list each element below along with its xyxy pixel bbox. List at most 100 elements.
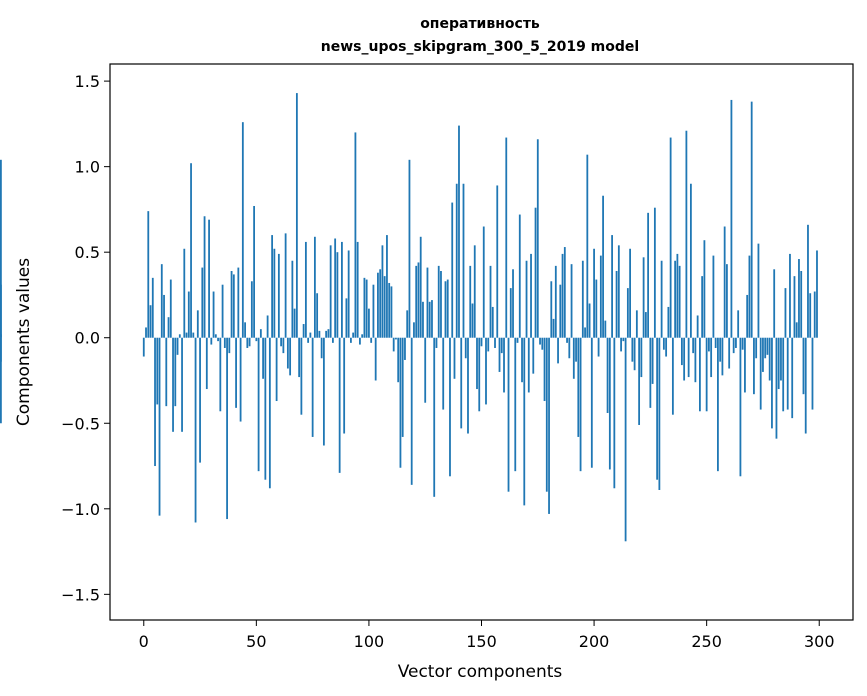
bar <box>563 247 566 338</box>
bar <box>775 337 778 439</box>
bar <box>300 337 303 415</box>
bar <box>602 195 604 338</box>
x-tick-label: 100 <box>354 632 385 651</box>
bar <box>435 337 438 348</box>
y-axis-ticks: 1.5 1.0 0.5 0.0 −0.5 −1.0 −1.5 <box>61 72 110 604</box>
bar <box>167 317 170 338</box>
bar <box>356 241 359 338</box>
bar <box>660 260 663 338</box>
bar <box>644 312 647 338</box>
bar <box>710 337 713 378</box>
bar <box>221 284 224 338</box>
bar <box>156 337 159 405</box>
bar <box>232 274 235 338</box>
bar <box>462 183 465 338</box>
bar <box>0 284 2 338</box>
y-tick-label: 0.0 <box>75 329 100 348</box>
bar <box>277 253 280 338</box>
bar <box>257 337 260 472</box>
bar <box>444 281 447 338</box>
bar <box>766 337 769 355</box>
bar <box>759 337 762 410</box>
bar <box>235 337 237 408</box>
bar <box>737 310 740 338</box>
bar <box>183 248 186 338</box>
bar <box>491 306 494 338</box>
bar <box>545 337 548 492</box>
bar <box>559 284 562 338</box>
bar <box>320 337 323 359</box>
bar <box>239 337 242 422</box>
bar <box>406 310 409 338</box>
bar <box>768 337 771 381</box>
bar <box>302 324 305 338</box>
bar <box>613 337 616 489</box>
bar <box>404 337 406 360</box>
bar <box>212 291 215 338</box>
bar <box>266 315 269 338</box>
x-tick-label: 200 <box>579 632 610 651</box>
bar <box>795 322 798 338</box>
bar <box>667 306 670 338</box>
bar <box>388 282 391 338</box>
bar <box>437 265 440 338</box>
bar <box>428 301 431 338</box>
bar <box>692 337 695 354</box>
bar <box>338 337 341 473</box>
bar <box>246 337 249 348</box>
bar <box>505 137 508 338</box>
bar <box>685 130 688 338</box>
bar <box>244 322 246 338</box>
bar <box>762 337 764 372</box>
bar <box>271 235 274 338</box>
bar <box>597 337 600 357</box>
bar <box>453 337 456 379</box>
bar <box>804 337 807 434</box>
bar <box>518 214 521 338</box>
bar <box>408 159 411 338</box>
bar <box>548 337 550 514</box>
bar <box>532 337 535 374</box>
bar <box>590 337 593 468</box>
bar <box>307 337 310 343</box>
bar <box>410 337 413 485</box>
bar <box>178 334 181 338</box>
bar <box>226 337 228 520</box>
bar <box>359 337 361 345</box>
bar <box>651 337 654 384</box>
bar <box>773 269 776 338</box>
bar <box>214 334 217 338</box>
bar <box>728 337 731 369</box>
bar <box>557 337 559 364</box>
bar <box>525 260 528 338</box>
bar <box>381 245 384 338</box>
bar <box>145 327 147 338</box>
bar <box>253 205 255 338</box>
bar <box>149 305 152 338</box>
chart-title: оперативность <box>420 16 540 32</box>
bar <box>196 310 199 338</box>
bar <box>771 337 773 429</box>
bar <box>464 337 467 359</box>
bar <box>809 293 812 338</box>
x-tick-label: 0 <box>139 632 149 651</box>
bar <box>176 337 179 355</box>
bar <box>498 337 501 372</box>
bar <box>552 318 555 338</box>
bar <box>223 337 226 348</box>
bar <box>723 226 726 338</box>
bar <box>509 288 512 338</box>
bar <box>480 337 483 347</box>
bar <box>554 265 557 338</box>
bar <box>755 337 758 359</box>
bar <box>181 337 183 432</box>
bar <box>719 337 722 362</box>
bar <box>160 264 163 338</box>
bar <box>676 253 679 338</box>
bar <box>536 139 539 338</box>
bar <box>426 267 429 338</box>
bar <box>798 259 800 338</box>
bar <box>789 253 791 338</box>
bar <box>683 337 686 381</box>
bar <box>807 224 809 338</box>
